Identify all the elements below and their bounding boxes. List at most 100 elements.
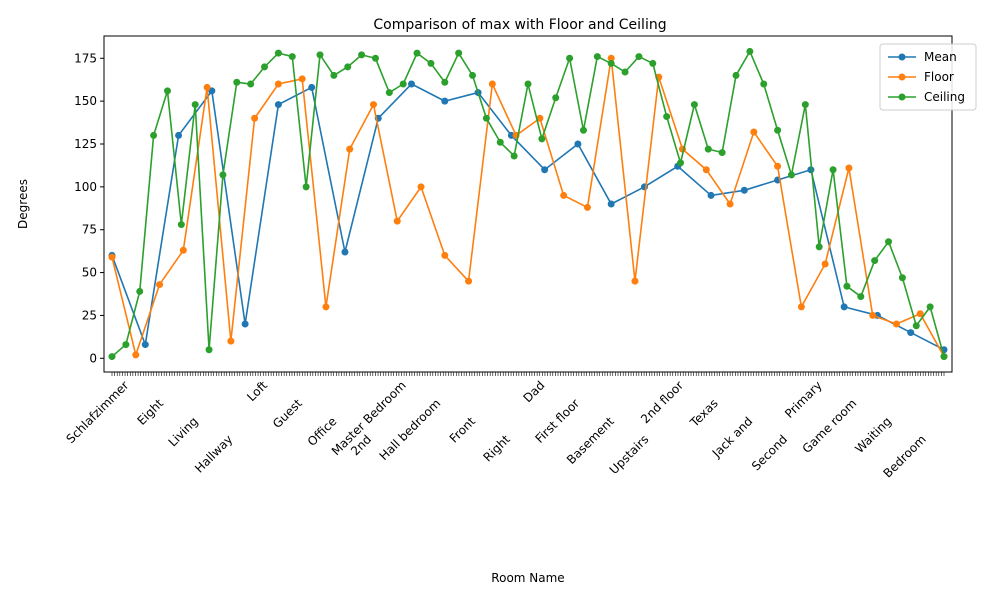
data-point-ceiling [871,257,879,265]
data-point-ceiling [718,149,726,157]
data-point-ceiling [635,53,643,61]
data-point-floor [465,277,473,285]
data-point-ceiling [261,63,269,71]
data-point-ceiling [150,131,158,139]
data-point-ceiling [191,101,199,109]
data-point-ceiling [455,49,463,57]
plot-area [108,47,948,361]
data-point-floor [845,164,853,172]
data-point-floor [916,310,924,318]
data-point-floor [251,114,259,122]
data-point-ceiling [690,101,698,109]
data-point-ceiling [427,59,435,67]
data-point-floor [156,281,164,289]
data-point-floor [132,351,140,359]
data-point-ceiling [746,47,754,55]
data-point-ceiling [510,152,518,160]
data-point-ceiling [163,87,171,95]
data-point-floor [750,128,758,136]
data-point-mean [274,101,282,109]
data-point-ceiling [704,145,712,153]
data-point-ceiling [358,51,366,59]
x-axis-label: Room Name [491,571,564,585]
data-point-ceiling [247,80,255,88]
data-point-floor [441,251,449,259]
y-tick-label: 100 [74,180,97,194]
data-point-ceiling [274,49,282,57]
data-point-ceiling [787,171,795,179]
data-point-floor [869,311,877,319]
data-point-ceiling [940,353,948,361]
data-point-ceiling [205,346,213,354]
data-point-floor [346,145,354,153]
data-point-ceiling [579,126,587,134]
y-tick-label: 75 [82,223,97,237]
data-point-floor [417,183,425,191]
data-point-ceiling [607,59,615,67]
data-point-ceiling [801,101,809,109]
y-tick-label: 150 [74,94,97,108]
series-line-mean [111,83,945,351]
data-point-ceiling [677,159,685,167]
legend-label-floor: Floor [924,70,954,84]
chart-title: Comparison of max with Floor and Ceiling [373,17,666,33]
data-point-ceiling [302,183,310,191]
data-point-mean [907,329,915,337]
data-point-ceiling [288,53,296,61]
y-tick-label: 25 [82,308,97,322]
legend-label-mean: Mean [924,50,957,64]
data-point-floor [607,54,615,62]
legend-box [879,43,977,111]
y-axis-label: Degrees [16,179,30,229]
data-point-mean [308,83,316,91]
data-point-floor [108,253,116,261]
data-point-floor [203,83,211,91]
data-point-ceiling [371,54,379,62]
data-point-ceiling [122,341,130,349]
data-point-mean [707,191,715,199]
data-point-floor [560,191,568,199]
data-point-mean [574,140,582,148]
data-point-ceiling [815,243,823,251]
data-point-floor [702,166,710,174]
data-point-ceiling [344,63,352,71]
data-point-floor [298,75,306,83]
data-point-mean [141,341,149,349]
y-tick-label: 125 [74,137,97,151]
data-point-mean [441,97,449,105]
data-point-ceiling [441,78,449,86]
data-point-ceiling [316,51,324,59]
legend: Mean Floor Ceiling [879,43,977,111]
data-point-floor [892,320,900,328]
data-point-mean [840,303,848,311]
data-point-ceiling [524,80,532,88]
data-point-ceiling [885,238,893,246]
data-point-ceiling [760,80,768,88]
data-point-ceiling [649,59,657,67]
data-point-ceiling [552,94,560,102]
data-point-ceiling [898,274,906,282]
legend-marker-floor [898,73,906,81]
data-point-floor [774,162,782,170]
data-point-mean [607,200,615,208]
data-point-ceiling [926,303,934,311]
data-point-ceiling [912,322,920,330]
data-point-ceiling [843,282,851,290]
data-point-ceiling [136,287,144,295]
data-point-floor [536,114,544,122]
data-point-ceiling [330,71,338,79]
data-point-ceiling [829,166,837,174]
data-point-ceiling [385,89,393,97]
data-point-floor [322,303,330,311]
data-point-ceiling [566,54,574,62]
plot-frame [103,35,953,373]
data-point-mean [341,248,349,256]
legend-marker-mean [898,53,906,61]
data-point-mean [408,80,416,88]
data-point-ceiling [399,80,407,88]
legend-marker-ceiling [898,93,906,101]
data-point-floor [797,303,805,311]
data-point-floor [227,337,235,345]
data-point-floor [274,80,282,88]
